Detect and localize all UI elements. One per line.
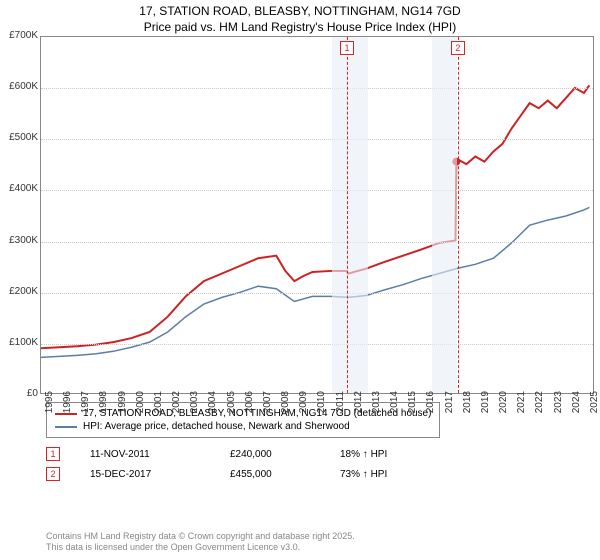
x-tick-label: 2021 [516,391,527,419]
x-tick-label: 2011 [335,391,346,419]
legend-item: HPI: Average price, detached house, Newa… [55,420,431,433]
x-tick-label: 2007 [262,391,273,419]
chart-title: 17, STATION ROAD, BLEASBY, NOTTINGHAM, N… [0,0,600,35]
x-tick-label: 1998 [98,391,109,419]
legend-label: HPI: Average price, detached house, Newa… [83,421,350,432]
x-tick-label: 2006 [244,391,255,419]
footer-line-2: This data is licensed under the Open Gov… [46,542,355,554]
x-tick-label: 2025 [589,391,600,419]
x-tick-label: 2016 [425,391,436,419]
sale-price: £240,000 [230,449,310,460]
shaded-region [332,37,368,393]
x-tick-label: 1997 [80,391,91,419]
chart-svg [41,37,593,393]
footer-line-1: Contains HM Land Registry data © Crown c… [46,531,355,543]
x-tick-label: 2019 [480,391,491,419]
x-tick-label: 2020 [498,391,509,419]
y-tick-label: £300K [0,235,38,246]
x-tick-label: 2002 [171,391,182,419]
x-tick-label: 2023 [553,391,564,419]
chart-container: { "title_line1": "17, STATION ROAD, BLEA… [0,0,600,560]
event-line [458,37,459,393]
y-tick-label: £200K [0,286,38,297]
gridline [41,293,593,294]
x-tick-label: 2009 [298,391,309,419]
gridline [41,190,593,191]
y-tick-label: £500K [0,132,38,143]
gridline [41,139,593,140]
sale-marker-badge: 1 [46,447,60,461]
gridline [41,88,593,89]
series-line-hpi [41,207,589,357]
sales-table: 1 11-NOV-2011 £240,000 18% ↑ HPI 2 15-DEC-201… [46,444,420,484]
x-tick-label: 2008 [280,391,291,419]
x-tick-label: 2012 [353,391,364,419]
y-tick-label: £100K [0,337,38,348]
title-line-2: Price paid vs. HM Land Registry's House … [0,20,600,36]
y-tick-label: £700K [0,30,38,41]
x-tick-label: 2014 [389,391,400,419]
legend-swatch [55,426,77,428]
x-tick-label: 2010 [316,391,327,419]
x-tick-label: 2004 [207,391,218,419]
x-tick-label: 2003 [189,391,200,419]
x-tick-label: 1995 [44,391,55,419]
footer-text: Contains HM Land Registry data © Crown c… [46,531,355,554]
x-tick-label: 2005 [226,391,237,419]
event-marker: 2 [451,41,465,55]
x-tick-label: 1996 [62,391,73,419]
sale-hpi: 18% ↑ HPI [340,449,420,460]
x-tick-label: 2015 [407,391,418,419]
sale-date: 11-NOV-2011 [90,449,200,460]
sale-date: 15-DEC-2017 [90,469,200,480]
sale-row: 2 15-DEC-2017 £455,000 73% ↑ HPI [46,464,420,484]
shaded-region [432,37,457,393]
series-line-price_paid [41,85,589,348]
x-tick-label: 2018 [462,391,473,419]
x-tick-label: 2001 [153,391,164,419]
sale-hpi: 73% ↑ HPI [340,469,420,480]
sale-marker-badge: 2 [46,467,60,481]
title-line-1: 17, STATION ROAD, BLEASBY, NOTTINGHAM, N… [0,4,600,20]
x-tick-label: 2000 [135,391,146,419]
x-tick-label: 2024 [571,391,582,419]
event-marker: 1 [340,41,354,55]
event-line [347,37,348,393]
y-tick-label: £600K [0,81,38,92]
x-tick-label: 2013 [371,391,382,419]
gridline [41,242,593,243]
plot-area: 12 [40,36,594,394]
gridline [41,344,593,345]
sale-price: £455,000 [230,469,310,480]
x-tick-label: 2017 [444,391,455,419]
sale-row: 1 11-NOV-2011 £240,000 18% ↑ HPI [46,444,420,464]
y-tick-label: £400K [0,183,38,194]
x-tick-label: 2022 [534,391,545,419]
y-tick-label: £0 [0,388,38,399]
x-tick-label: 1999 [117,391,128,419]
